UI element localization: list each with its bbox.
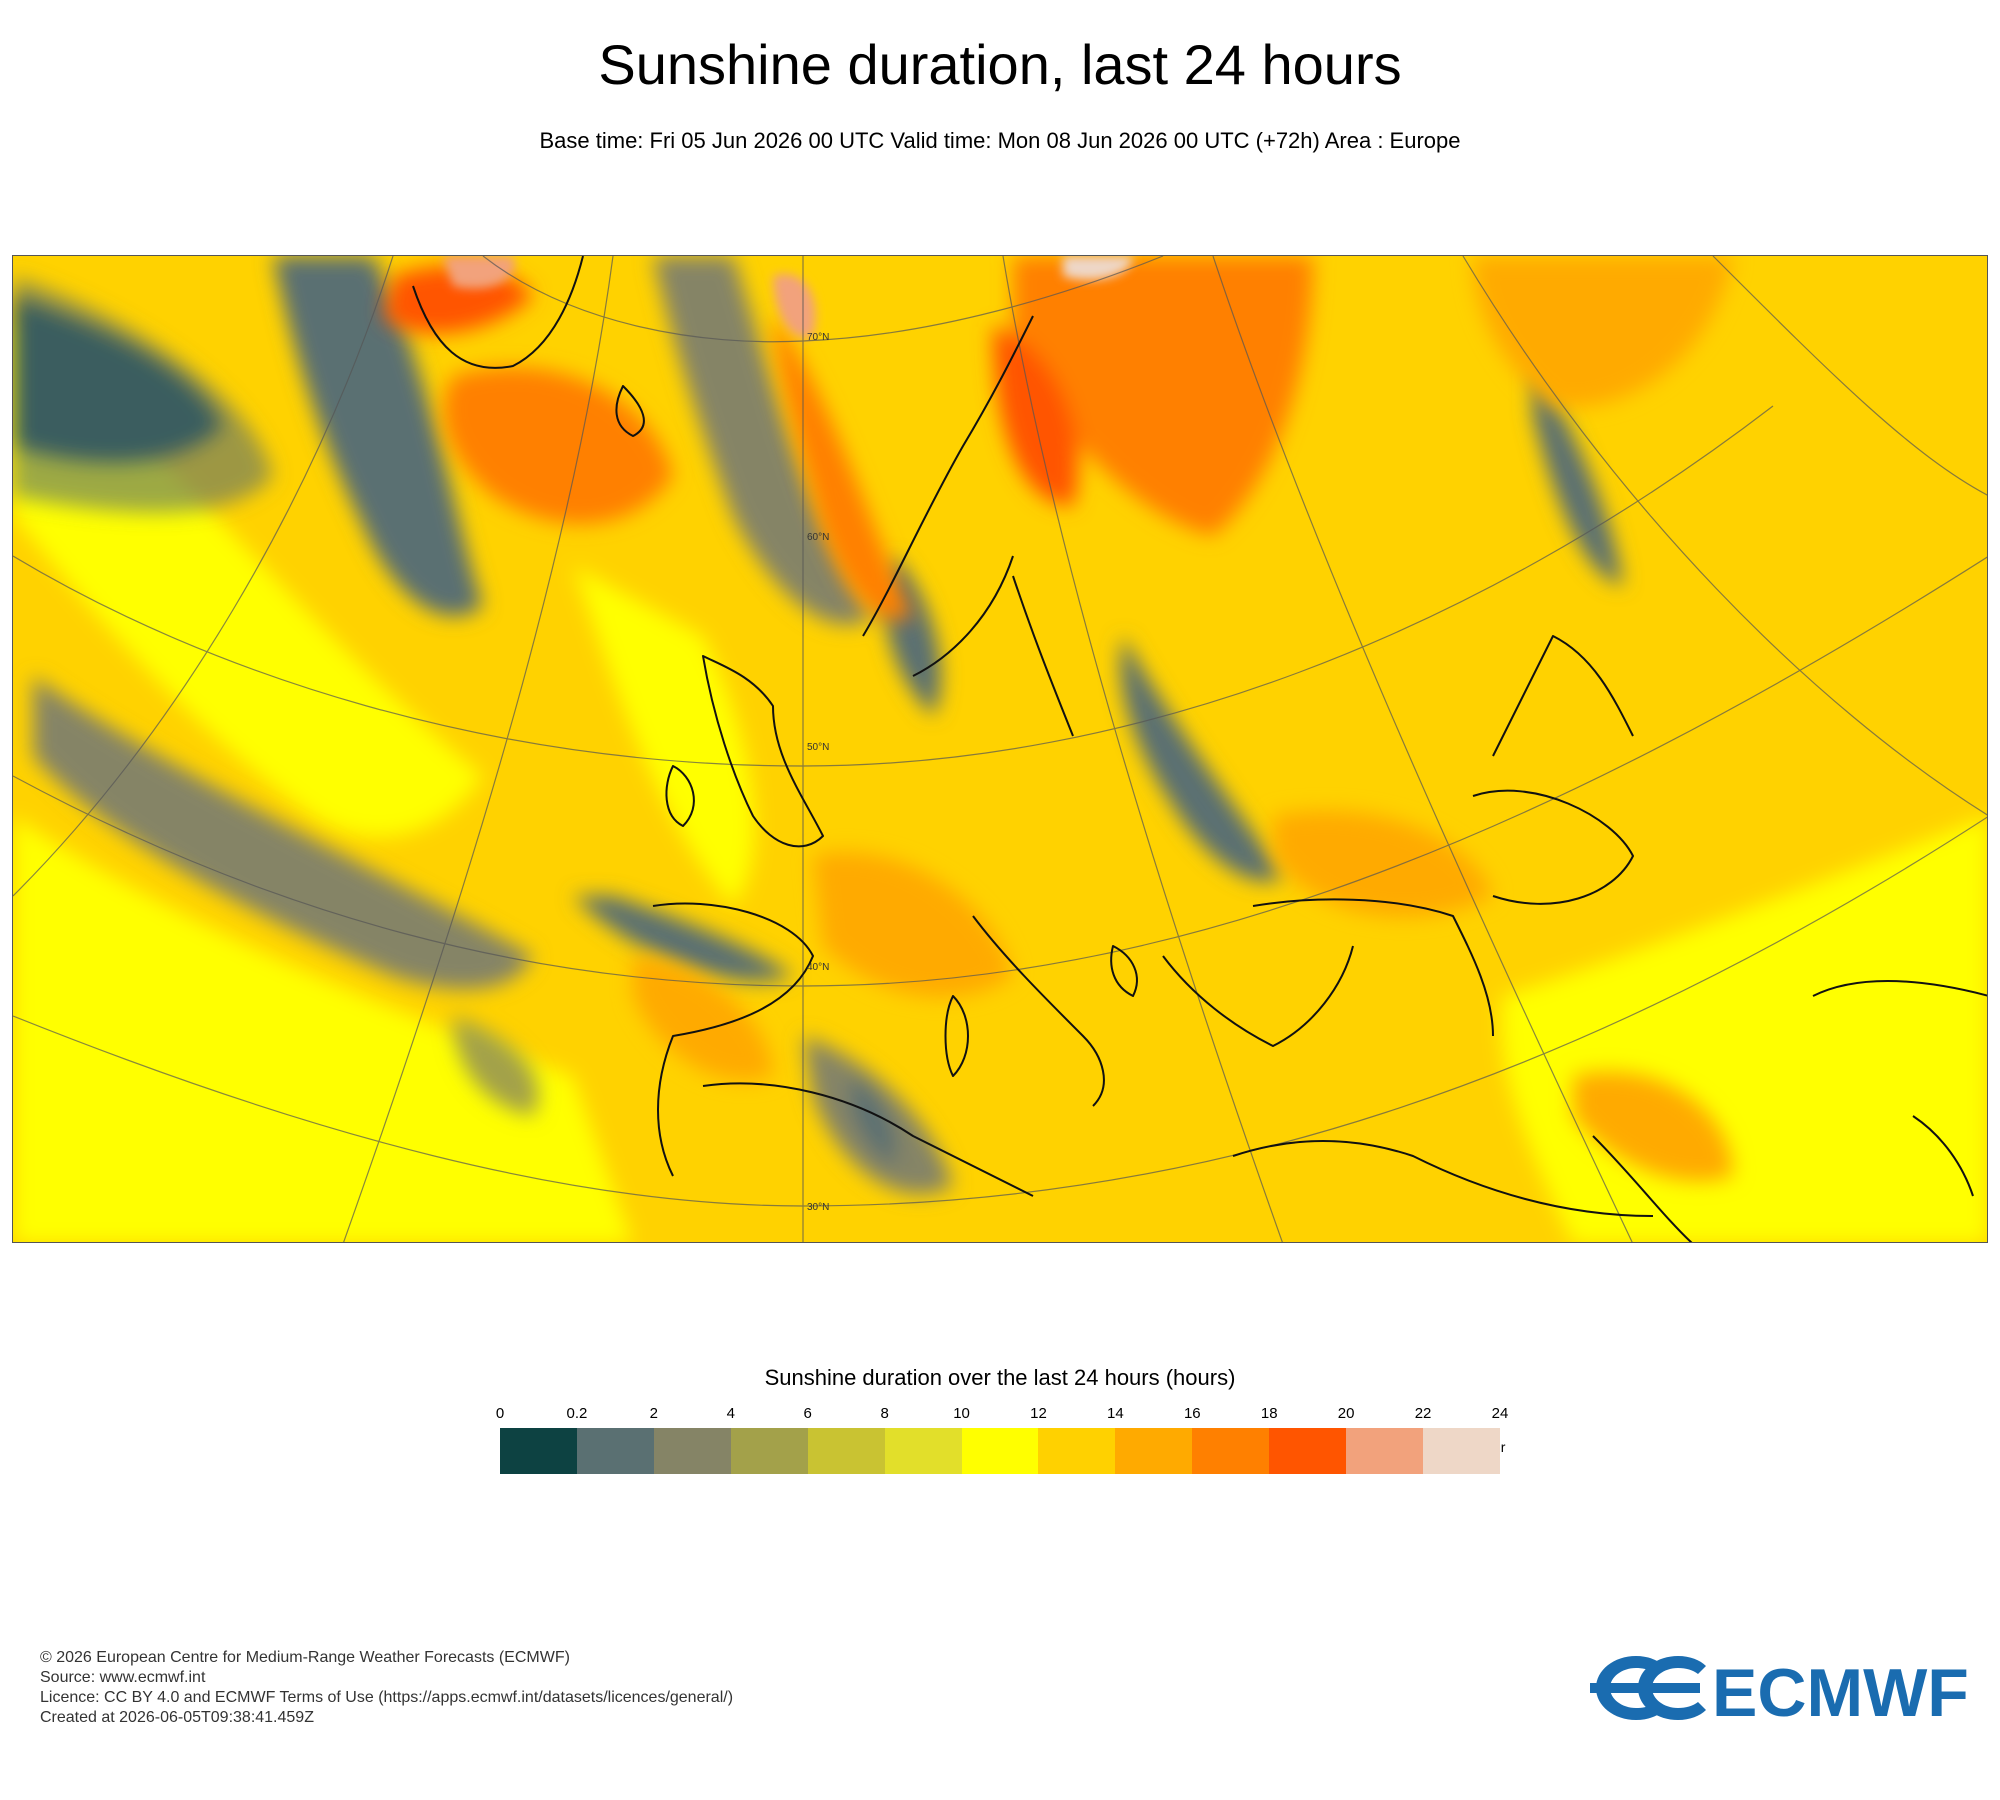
map-subtitle: Base time: Fri 05 Jun 2026 00 UTC Valid …: [539, 128, 1461, 153]
footer-copyright: © 2026 European Centre for Medium-Range …: [40, 1649, 570, 1666]
ecmwf-logo-text: ECMWF: [1712, 1655, 1969, 1726]
legend-tick: 0: [495, 1405, 505, 1422]
legend-tick: 10: [953, 1405, 970, 1422]
legend-tick: 16: [1183, 1405, 1201, 1422]
legend-swatch: [1192, 1428, 1270, 1474]
legend-swatch: [1346, 1428, 1424, 1474]
legend-tick: 4: [726, 1405, 735, 1422]
ecmwf-logo-mark: [1590, 1656, 1706, 1720]
legend-swatch: [1038, 1428, 1116, 1474]
ecmwf-logo: ECMWF: [1590, 1650, 1970, 1731]
legend-swatch: [500, 1428, 577, 1474]
legend-title: Sunshine duration over the last 24 hours…: [764, 1365, 1236, 1390]
lat-label-40: 40°N: [807, 962, 829, 973]
legend-swatch: [807, 1428, 885, 1474]
legend-tick: 2: [649, 1405, 659, 1422]
footer-created: Created at 2026-06-05T09:38:41.459Z: [40, 1709, 314, 1726]
legend-swatch: [730, 1428, 808, 1474]
field-20-24h: [443, 256, 1133, 338]
legend-tick: 8: [880, 1405, 889, 1422]
coastlines: [412, 256, 1987, 1242]
footer-licence: Licence: CC BY 4.0 and ECMWF Terms of Us…: [40, 1689, 734, 1706]
footer-credits: © 2026 European Centre for Medium-Range …: [40, 1648, 733, 1728]
lat-label-30: 30°N: [807, 1202, 829, 1213]
legend-swatch: [653, 1428, 731, 1474]
legend-tick: 14: [1107, 1405, 1124, 1422]
legend-swatch: [576, 1428, 654, 1474]
sunshine-map: 70°N 60°N 50°N 40°N 30°N: [12, 255, 1988, 1243]
legend-color-bar: [500, 1428, 1500, 1474]
lat-label-60: 60°N: [807, 532, 829, 543]
legend-tick: 22: [1414, 1405, 1432, 1422]
legend-tick: 12: [1030, 1405, 1047, 1422]
field-14-18h: [383, 256, 1733, 1182]
legend-swatch: [1423, 1428, 1500, 1474]
legend-swatch: [884, 1428, 962, 1474]
field-cloudy-bands: [13, 256, 1623, 1194]
legend-tick: 20: [1337, 1405, 1355, 1422]
legend-swatch: [1269, 1428, 1347, 1474]
lat-label-50: 50°N: [807, 742, 829, 753]
legend-swatch: [1115, 1428, 1193, 1474]
legend-tick: 24: [1491, 1405, 1509, 1422]
legend-tick: 6: [803, 1405, 812, 1422]
legend-ticks: 0 0.2 2 4 6 8 10 12 14 16 18 20 22 24: [496, 1405, 1509, 1425]
footer-source: Source: www.ecmwf.int: [40, 1669, 206, 1686]
lat-label-70: 70°N: [807, 332, 829, 343]
map-title: Sunshine duration, last 24 hours: [598, 33, 1402, 96]
graticule: [13, 256, 1987, 1242]
map-canvas: 70°N 60°N 50°N 40°N 30°N: [13, 256, 1987, 1242]
legend-swatch: [961, 1428, 1039, 1474]
legend-tick: 18: [1260, 1405, 1278, 1422]
legend-tick: 0.2: [566, 1405, 588, 1422]
